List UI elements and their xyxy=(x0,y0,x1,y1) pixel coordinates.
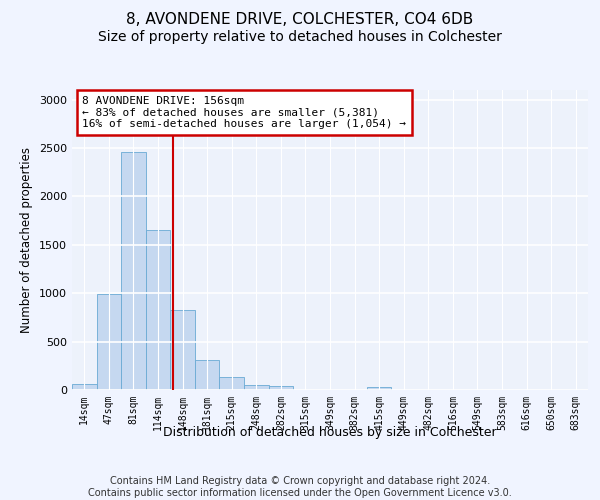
Text: Distribution of detached houses by size in Colchester: Distribution of detached houses by size … xyxy=(163,426,497,439)
Bar xyxy=(72,384,97,390)
Bar xyxy=(146,230,170,390)
Bar xyxy=(121,152,146,390)
Text: 8, AVONDENE DRIVE, COLCHESTER, CO4 6DB: 8, AVONDENE DRIVE, COLCHESTER, CO4 6DB xyxy=(127,12,473,28)
Bar xyxy=(244,384,269,390)
Bar xyxy=(97,294,121,390)
Text: Size of property relative to detached houses in Colchester: Size of property relative to detached ho… xyxy=(98,30,502,44)
Bar xyxy=(170,310,195,390)
Text: Contains HM Land Registry data © Crown copyright and database right 2024.
Contai: Contains HM Land Registry data © Crown c… xyxy=(88,476,512,498)
Bar xyxy=(367,387,391,390)
Bar xyxy=(195,360,220,390)
Text: 8 AVONDENE DRIVE: 156sqm
← 83% of detached houses are smaller (5,381)
16% of sem: 8 AVONDENE DRIVE: 156sqm ← 83% of detach… xyxy=(82,96,406,129)
Bar xyxy=(269,386,293,390)
Bar xyxy=(220,378,244,390)
Y-axis label: Number of detached properties: Number of detached properties xyxy=(20,147,34,333)
